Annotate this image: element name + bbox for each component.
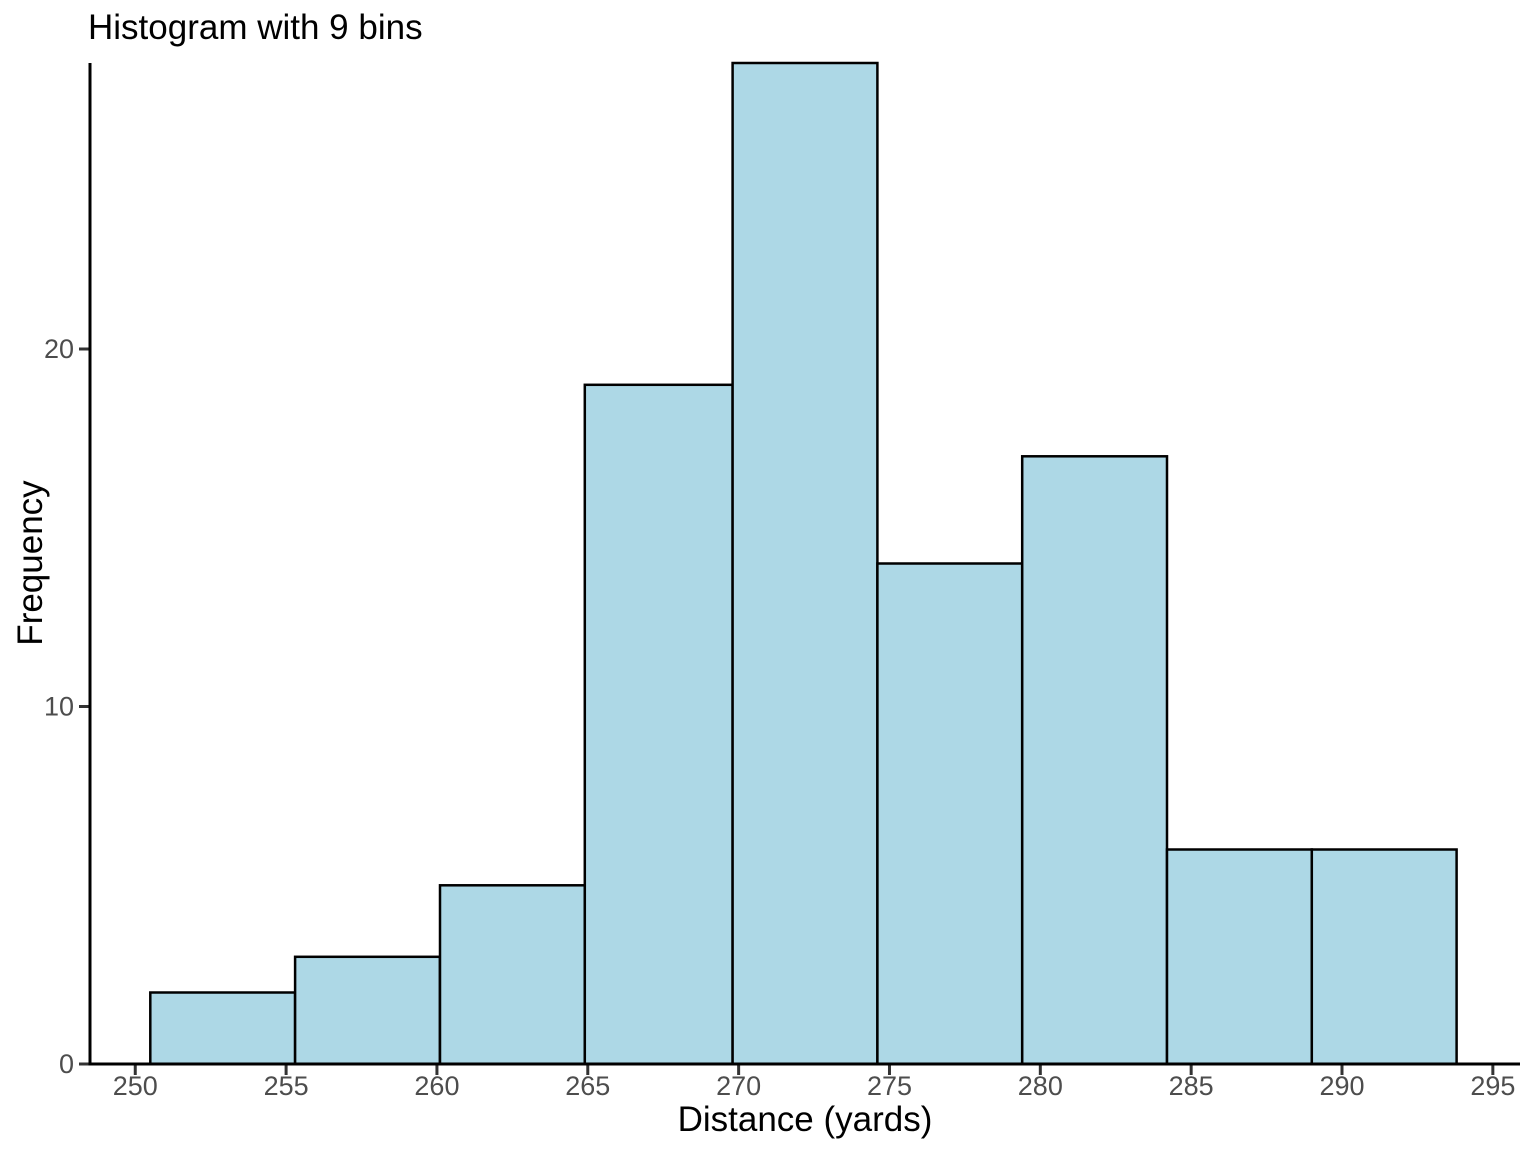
y-tick-label: 0 [59,1049,74,1079]
x-tick-label: 255 [264,1071,309,1101]
histogram-bar [731,61,879,1066]
x-tick-label: 250 [113,1071,158,1101]
histogram-bar [1310,848,1458,1066]
x-tick-label: 295 [1470,1071,1515,1101]
x-tick-label: 280 [1018,1071,1063,1101]
x-tick-label: 270 [716,1071,761,1101]
histogram-bar [438,884,587,1066]
y-tick-label: 20 [44,334,74,364]
histogram-bar [583,383,734,1066]
y-tick-label: 10 [44,692,74,722]
chart-title: Histogram with 9 bins [88,8,423,47]
y-axis-title: Frequency [11,480,50,646]
histogram-bar [1020,455,1169,1066]
histogram-bar [876,562,1024,1066]
histogram-bar [293,955,442,1066]
x-axis-title: Distance (yards) [677,1100,933,1139]
x-tick-label: 265 [565,1071,610,1101]
histogram-bar [1165,848,1314,1066]
x-tick-label: 275 [867,1071,912,1101]
histogram-bar [149,991,297,1066]
x-tick-label: 285 [1169,1071,1214,1101]
x-tick-label: 260 [414,1071,459,1101]
x-tick-label: 290 [1319,1071,1364,1101]
